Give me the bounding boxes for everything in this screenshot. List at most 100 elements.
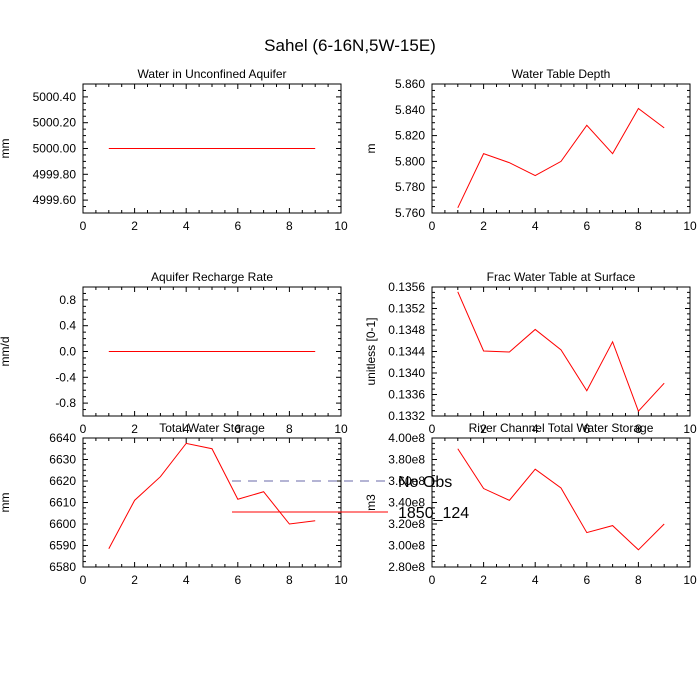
y-tick-label: 3.20e8: [388, 517, 425, 531]
y-tick-label: 6630: [49, 453, 76, 467]
y-tick-label: 3.00e8: [388, 539, 425, 553]
y-tick-label: 0.8: [59, 293, 76, 307]
panel-title: Total Water Storage: [159, 421, 265, 435]
y-tick-label: 6620: [49, 474, 76, 488]
x-tick-label: 0: [429, 219, 436, 233]
x-tick-label: 6: [583, 219, 590, 233]
x-tick-label: 8: [286, 219, 293, 233]
y-tick-label: 0.1348: [388, 323, 425, 337]
legend: No Obs 1850_124: [232, 474, 469, 522]
y-tick-label: 4999.80: [33, 167, 77, 181]
x-tick-label: 4: [532, 219, 539, 233]
series-line-1850_124: [457, 291, 665, 413]
legend-no-obs-label: No Obs: [398, 474, 452, 491]
y-tick-label: 3.40e8: [388, 496, 425, 510]
y-tick-label: 4.00e8: [388, 431, 425, 445]
y-tick-label: 5.760: [395, 206, 425, 220]
plot-frame: [431, 83, 691, 214]
panel-5: Total Water Storage mm 0 2 4 6 8 10 6580 6590 6600…: [0, 421, 348, 587]
series-line-1850_124: [108, 442, 316, 549]
y-tick-label: 2.80e8: [388, 560, 425, 574]
y-tick-label: 5.820: [395, 129, 425, 143]
panel-title: Water in Unconfined Aquifer: [138, 67, 287, 81]
figure-title: Sahel (6-16N,5W-15E): [264, 36, 436, 55]
x-tick-label: 10: [334, 573, 348, 587]
panel-2: Water Table Depth m 0 2 4 6 8 10 5.760 5.780 5.800…: [364, 67, 697, 233]
x-tick-label: 4: [532, 422, 539, 436]
x-tick-label: 0: [429, 422, 436, 436]
y-axis-label: m3: [364, 494, 378, 511]
x-tick-label: 4: [183, 573, 190, 587]
panel-1: Water in Unconfined Aquifer mm 0 2 4 6 8 10 4999…: [0, 67, 348, 233]
y-axis-label: mm: [0, 493, 12, 513]
x-tick-label: 6: [234, 573, 241, 587]
y-axis-label: mm/d: [0, 337, 12, 367]
x-tick-label: 10: [683, 422, 697, 436]
y-tick-label: 5.800: [395, 154, 425, 168]
y-tick-label: 3.80e8: [388, 453, 425, 467]
x-tick-label: 10: [334, 422, 348, 436]
panel-6: River Channel Total Water Storage m3 0 2 4 6 8…: [364, 421, 697, 587]
panel-title: Water Table Depth: [512, 67, 611, 81]
x-tick-label: 8: [635, 422, 642, 436]
panel-title: River Channel Total Water Storage: [469, 421, 654, 435]
x-tick-label: 2: [480, 573, 487, 587]
y-tick-label: 5000.20: [33, 116, 77, 130]
y-axis-label: unitless [0-1]: [364, 317, 378, 385]
plot-frame: [82, 437, 342, 568]
y-tick-label: 0.1356: [388, 280, 425, 294]
x-tick-label: 2: [480, 219, 487, 233]
x-tick-label: 8: [635, 219, 642, 233]
x-tick-label: 8: [286, 422, 293, 436]
x-tick-label: 2: [131, 422, 138, 436]
x-tick-label: 2: [131, 573, 138, 587]
x-tick-label: 0: [80, 573, 87, 587]
y-tick-label: 3.60e8: [388, 474, 425, 488]
x-tick-label: 10: [334, 219, 348, 233]
y-tick-label: -0.8: [55, 396, 76, 410]
y-tick-label: 5.780: [395, 180, 425, 194]
y-tick-label: 6640: [49, 431, 76, 445]
legend-1850-124-label: 1850_124: [398, 505, 469, 522]
x-tick-label: 6: [234, 422, 241, 436]
x-tick-label: 2: [480, 422, 487, 436]
y-tick-label: 5000.40: [33, 90, 77, 104]
panel-4: Frac Water Table at Surface unitless [0-1…: [364, 270, 697, 436]
y-tick-label: 5.840: [395, 103, 425, 117]
panels: Water in Unconfined Aquifer mm 0 2 4 6 8 10 4999…: [0, 67, 697, 587]
y-tick-label: 6580: [49, 560, 76, 574]
y-tick-label: 0.1340: [388, 366, 425, 380]
y-tick-label: 5.860: [395, 77, 425, 91]
x-tick-label: 4: [183, 219, 190, 233]
y-tick-label: 4999.60: [33, 193, 77, 207]
panel-title: Aquifer Recharge Rate: [151, 270, 273, 284]
y-axis-label: mm: [0, 139, 12, 159]
x-tick-label: 10: [683, 573, 697, 587]
y-tick-label: 0.1336: [388, 388, 425, 402]
x-tick-label: 6: [583, 573, 590, 587]
y-tick-label: 0.0: [59, 345, 76, 359]
y-tick-label: 0.4: [59, 319, 76, 333]
y-tick-label: 0.1352: [388, 302, 425, 316]
x-tick-label: 4: [183, 422, 190, 436]
x-tick-label: 10: [683, 219, 697, 233]
x-tick-label: 0: [80, 219, 87, 233]
x-tick-label: 8: [635, 573, 642, 587]
y-axis-label: m: [364, 144, 378, 154]
panel-3: Aquifer Recharge Rate mm/d 0 2 4 6 8 10 -0.8 -0.4…: [0, 270, 348, 436]
y-tick-label: -0.4: [55, 370, 76, 384]
x-tick-label: 4: [532, 573, 539, 587]
y-tick-label: 0.1332: [388, 409, 425, 423]
y-tick-label: 5000.00: [33, 142, 77, 156]
x-tick-label: 0: [80, 422, 87, 436]
x-tick-label: 0: [429, 573, 436, 587]
plot-frame: [431, 437, 691, 568]
panel-title: Frac Water Table at Surface: [487, 270, 636, 284]
x-tick-label: 8: [286, 573, 293, 587]
series-line-1850_124: [457, 107, 665, 209]
x-tick-label: 6: [234, 219, 241, 233]
y-tick-label: 6600: [49, 517, 76, 531]
series-line-1850_124: [457, 448, 665, 551]
